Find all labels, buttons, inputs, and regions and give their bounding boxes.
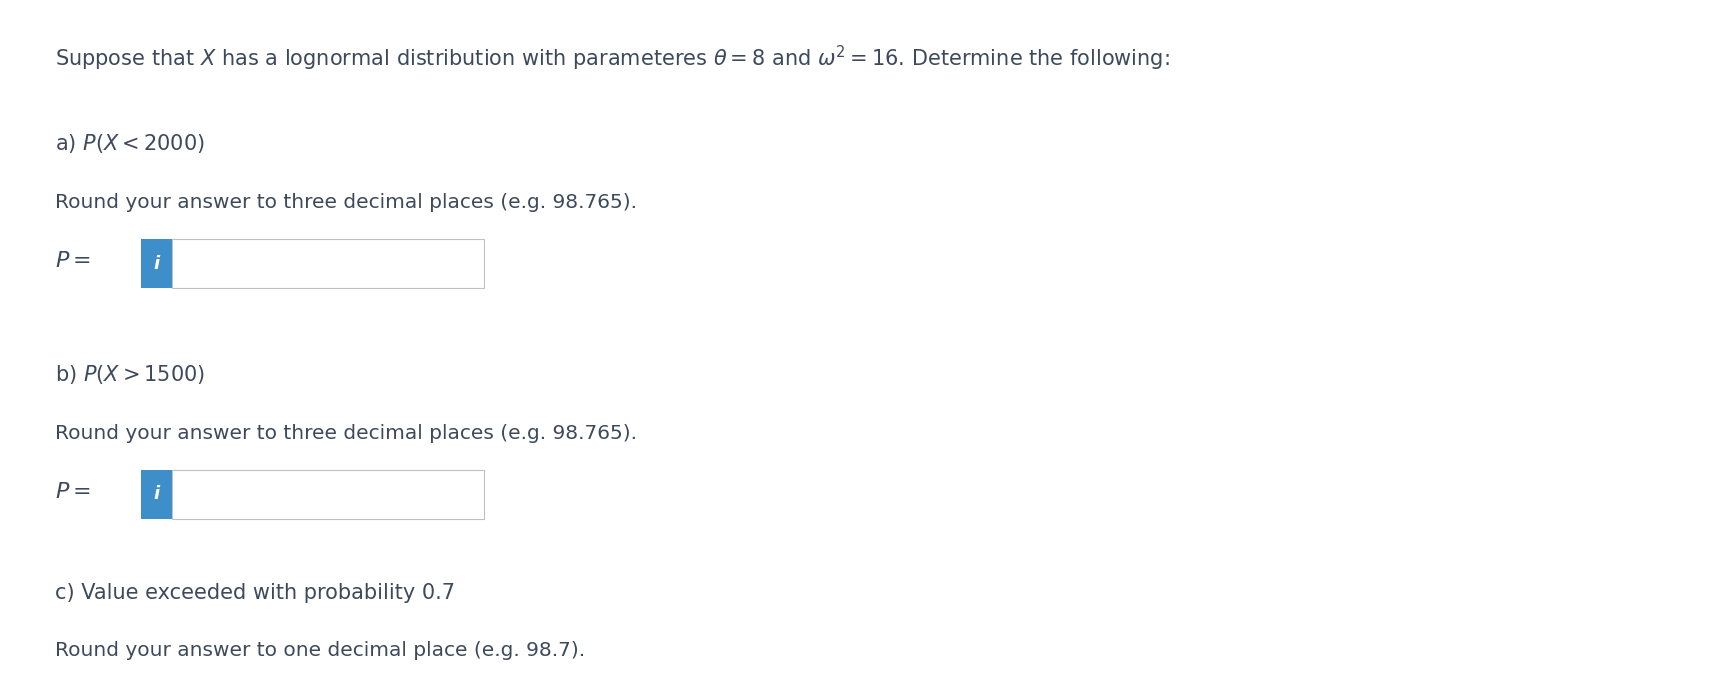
- Text: Round your answer to one decimal place (e.g. 98.7).: Round your answer to one decimal place (…: [55, 641, 585, 660]
- Text: i: i: [153, 255, 160, 273]
- FancyBboxPatch shape: [172, 239, 484, 288]
- Text: Suppose that $X$ has a lognormal distribution with parameteres $\theta = 8$ and : Suppose that $X$ has a lognormal distrib…: [55, 44, 1170, 73]
- Text: a) $P(X < 2000)$: a) $P(X < 2000)$: [55, 132, 204, 155]
- FancyBboxPatch shape: [141, 239, 172, 288]
- Text: b) $P(X > 1500)$: b) $P(X > 1500)$: [55, 363, 206, 386]
- Text: i: i: [153, 485, 160, 503]
- FancyBboxPatch shape: [172, 470, 484, 519]
- Text: $P =$: $P =$: [55, 251, 98, 271]
- Text: $P =$: $P =$: [55, 481, 98, 502]
- Text: c) Value exceeded with probability 0.7: c) Value exceeded with probability 0.7: [55, 583, 455, 603]
- Text: Round your answer to three decimal places (e.g. 98.765).: Round your answer to three decimal place…: [55, 193, 637, 212]
- Text: Round your answer to three decimal places (e.g. 98.765).: Round your answer to three decimal place…: [55, 424, 637, 443]
- FancyBboxPatch shape: [141, 470, 172, 519]
